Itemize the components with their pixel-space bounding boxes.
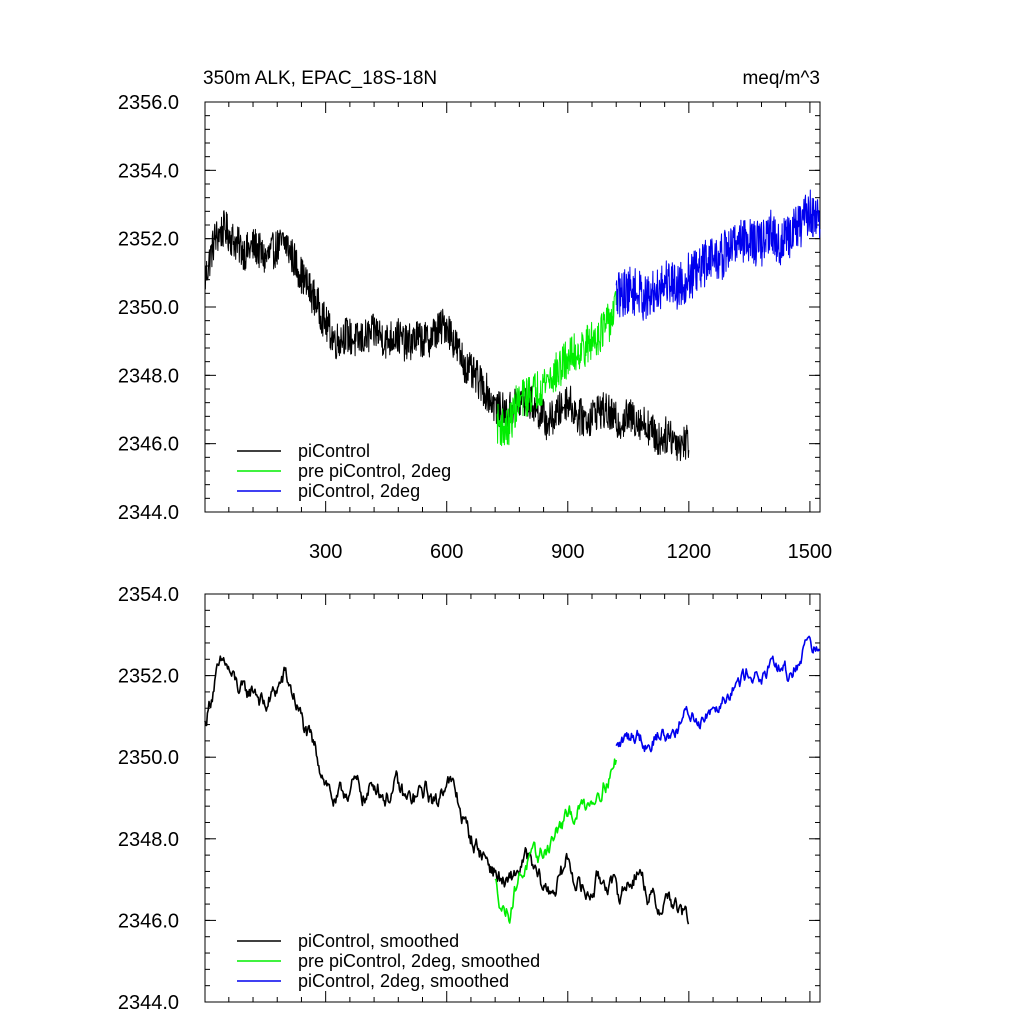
chart-units-label: meq/m^3 [742,68,820,89]
y-tick-label: 2344.0 [118,992,179,1014]
y-tick-label: 2350.0 [118,297,179,319]
y-tick-label: 2344.0 [118,502,179,524]
y-tick-label: 2346.0 [118,910,179,932]
y-tick-label: 2356.0 [118,92,179,114]
x-tick-label: 900 [551,541,584,563]
y-tick-label: 2350.0 [118,747,179,769]
y-tick-label: 2348.0 [118,365,179,387]
legend-label: piControl, smoothed [298,931,459,951]
plot-frame [204,593,821,1003]
x-tick-label: 300 [309,541,342,563]
top-chart-panel: 350m ALK, EPAC_18S-18N meq/m^3 300 600 900… [118,68,832,563]
chart-title: 350m ALK, EPAC_18S-18N [203,68,437,89]
series-line [494,758,617,924]
y-tick-label: 2354.0 [118,160,179,182]
bottom-chart-panel: 2344.0 2346.0 2348.0 2350.0 2352.0 2354.0 piCo… [118,584,821,1014]
legend-label: piControl, 2deg [298,481,420,501]
x-tick-label: 600 [430,541,463,563]
legend-label: pre piControl, 2deg [298,461,451,481]
y-tick-label: 2352.0 [118,229,179,251]
legend-label: piControl, 2deg, smoothed [298,971,509,991]
y-tick-label: 2352.0 [118,666,179,688]
y-tick-label: 2346.0 [118,434,179,456]
legend-label: piControl [298,441,370,461]
series-line [204,655,690,925]
series-line [615,189,821,321]
series-line [204,210,690,462]
y-tick-label: 2348.0 [118,829,179,851]
x-tick-label: 1200 [667,541,712,563]
y-tick-label: 2354.0 [118,584,179,606]
x-tick-label: 1500 [788,541,833,563]
series-line [496,290,617,447]
legend-label: pre piControl, 2deg, smoothed [298,951,540,971]
series-line [615,635,821,753]
